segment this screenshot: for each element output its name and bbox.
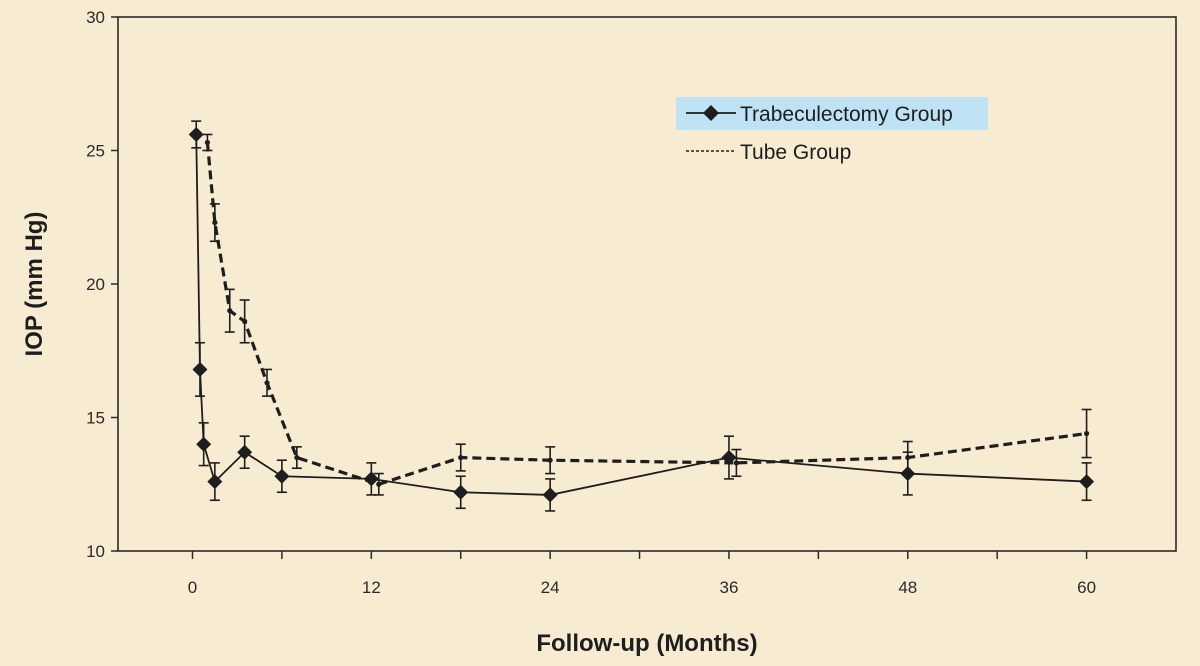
y-tick-label: 30 (86, 8, 105, 27)
x-axis-title: Follow-up (Months) (536, 630, 757, 657)
legend-label: Tube Group (740, 141, 851, 164)
data-point (204, 139, 211, 146)
x-tick-label: 24 (541, 578, 560, 597)
x-tick-label: 60 (1077, 578, 1096, 597)
data-point (733, 460, 740, 466)
y-axis-title: IOP (mm Hg) (21, 212, 48, 357)
data-point (237, 444, 253, 460)
series-layer (188, 120, 1095, 512)
data-point (905, 454, 911, 461)
data-point (458, 454, 464, 461)
y-tick-label: 25 (86, 142, 105, 161)
data-point (188, 126, 204, 142)
y-axis: 10 15 20 25 30 (86, 8, 118, 561)
x-tick-label: 48 (898, 578, 917, 597)
series-line (205, 142, 1087, 486)
data-point (376, 481, 382, 487)
data-point (542, 487, 558, 503)
x-tick-label: 36 (719, 578, 738, 597)
data-point (196, 436, 212, 452)
data-point (242, 318, 248, 324)
data-point (212, 219, 218, 226)
data-point (1083, 430, 1090, 437)
data-point (192, 361, 208, 377)
x-tick-label: 0 (188, 578, 197, 597)
data-point (547, 457, 553, 463)
legend-item: Trabeculectomy Group (686, 103, 953, 126)
series-trabeculectomy (188, 120, 1095, 512)
data-point (363, 471, 379, 487)
legend-marker (703, 105, 719, 121)
x-tick-label: 12 (362, 578, 381, 597)
legend: Trabeculectomy Group Tube Group (676, 97, 988, 164)
data-point (264, 380, 270, 386)
y-tick-label: 10 (86, 542, 105, 561)
data-point (274, 468, 290, 484)
legend-item: Tube Group (686, 141, 851, 164)
data-point (227, 308, 233, 314)
y-tick-label: 20 (86, 275, 105, 294)
data-point (453, 484, 469, 500)
data-point (294, 454, 300, 461)
x-axis: 0 12 24 36 48 60 (188, 551, 1096, 597)
y-tick-label: 15 (86, 409, 105, 428)
legend-label: Trabeculectomy Group (740, 103, 953, 126)
data-point (1079, 474, 1095, 490)
data-point (207, 474, 223, 490)
series-tube (202, 133, 1092, 496)
